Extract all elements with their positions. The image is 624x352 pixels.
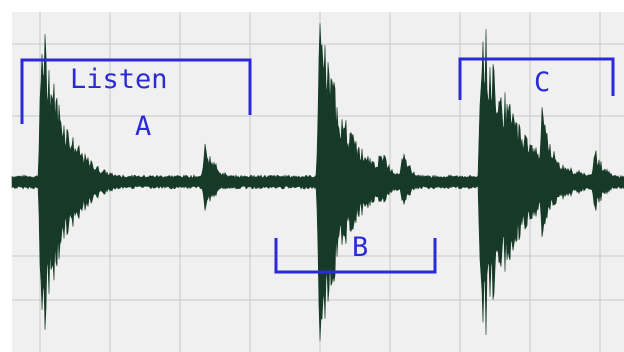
waveform-path bbox=[11, 23, 624, 341]
label-a: A bbox=[135, 111, 152, 142]
listen-label: Listen bbox=[70, 64, 168, 95]
waveform bbox=[11, 23, 624, 341]
label-c: C bbox=[534, 67, 551, 98]
bracket-c[interactable] bbox=[458, 57, 615, 100]
label-b: B bbox=[352, 232, 369, 263]
bracket-a[interactable] bbox=[20, 58, 252, 124]
bracket-b[interactable] bbox=[274, 238, 437, 274]
selection-brackets bbox=[20, 57, 615, 274]
